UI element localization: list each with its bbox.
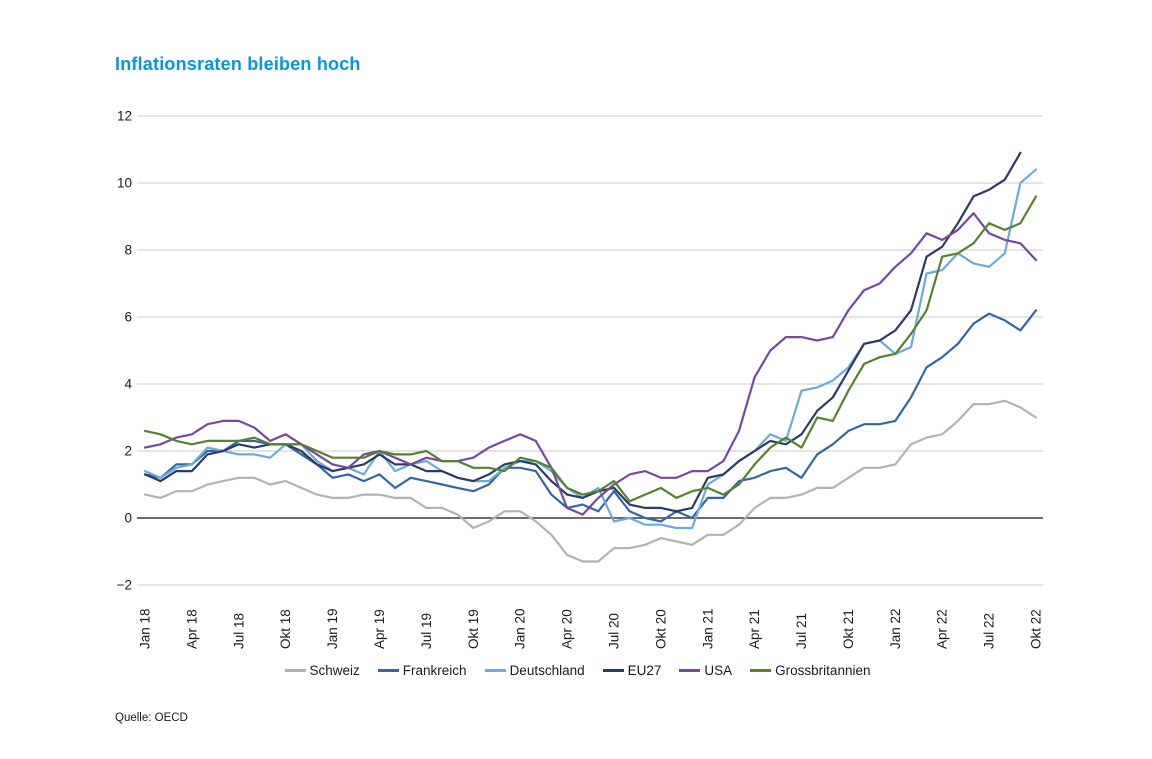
x-axis-tick-label: Apr 18 <box>184 609 199 649</box>
legend-label: Schweiz <box>309 663 360 678</box>
y-axis-tick-label: 6 <box>124 310 132 325</box>
legend-label: Grossbritannien <box>775 663 871 678</box>
legend-label: USA <box>704 663 733 678</box>
legend-item-eu27: EU27 <box>602 663 662 678</box>
legend-swatch-frankreich <box>377 669 399 672</box>
legend: Schweiz Frankreich Deutschland EU27 USA Gross… <box>115 663 1040 678</box>
y-axis-tick-label: 0 <box>124 511 132 526</box>
x-axis-tick-label: Apr 21 <box>747 609 762 649</box>
y-axis-tick-label: 10 <box>117 176 132 191</box>
x-axis-tick-label: Apr 20 <box>560 609 575 649</box>
legend-swatch-grossbritannien <box>750 669 772 672</box>
source-note: Quelle: OECD <box>115 712 188 724</box>
x-axis-tick-label: Jul 18 <box>231 613 246 649</box>
x-axis-tick-label: Apr 22 <box>935 609 950 649</box>
x-axis-tick-label: Jul 20 <box>606 613 621 649</box>
x-axis-tick-label: Jan 21 <box>700 608 715 649</box>
legend-swatch-eu27 <box>602 669 624 672</box>
x-axis-tick-label: Apr 19 <box>372 609 387 649</box>
y-axis-tick-label: 8 <box>124 243 132 258</box>
page-title: Inflationsraten bleiben hoch <box>115 54 361 74</box>
line-grossbritannien <box>143 195 1038 503</box>
x-axis-tick-label: Jan 18 <box>138 608 153 649</box>
legend-item-deutschland: Deutschland <box>484 663 585 678</box>
legend-swatch-schweiz <box>284 669 306 672</box>
x-axis-tick-label: Okt 21 <box>841 609 856 649</box>
line-eu27 <box>143 151 1022 513</box>
line-deutschland <box>143 168 1038 530</box>
legend-swatch-deutschland <box>484 669 506 672</box>
legend-label: Deutschland <box>509 663 585 678</box>
line-schweiz <box>143 399 1038 563</box>
legend-swatch-usa <box>679 669 701 672</box>
x-axis-tick-label: Okt 20 <box>653 609 668 649</box>
legend-item-frankreich: Frankreich <box>377 663 467 678</box>
line-frankreich <box>143 309 1038 523</box>
legend-item-grossbritannien: Grossbritannien <box>750 663 870 678</box>
x-axis-tick-label: Jan 22 <box>888 608 903 649</box>
legend-label: EU27 <box>627 663 662 678</box>
x-axis-tick-label: Okt 22 <box>1029 609 1044 649</box>
x-axis-tick-label: Jan 19 <box>325 608 340 649</box>
line-usa <box>143 212 1038 516</box>
x-axis-tick-label: Jul 19 <box>419 613 434 649</box>
y-axis-tick-label: 2 <box>124 444 132 459</box>
legend-label: Frankreich <box>402 663 467 678</box>
x-axis-tick-label: Okt 18 <box>278 609 293 649</box>
y-axis-tick-label: 12 <box>117 109 132 124</box>
x-axis-tick-label: Okt 19 <box>466 609 481 649</box>
x-axis-tick-label: Jul 21 <box>794 613 809 649</box>
y-axis-tick-label: 4 <box>124 377 132 392</box>
legend-item-usa: USA <box>679 663 732 678</box>
x-axis-tick-label: Jul 22 <box>982 613 997 649</box>
x-axis-tick-label: Jan 20 <box>513 608 528 649</box>
legend-item-schweiz: Schweiz <box>284 663 360 678</box>
y-axis-tick-label: −2 <box>117 578 132 593</box>
